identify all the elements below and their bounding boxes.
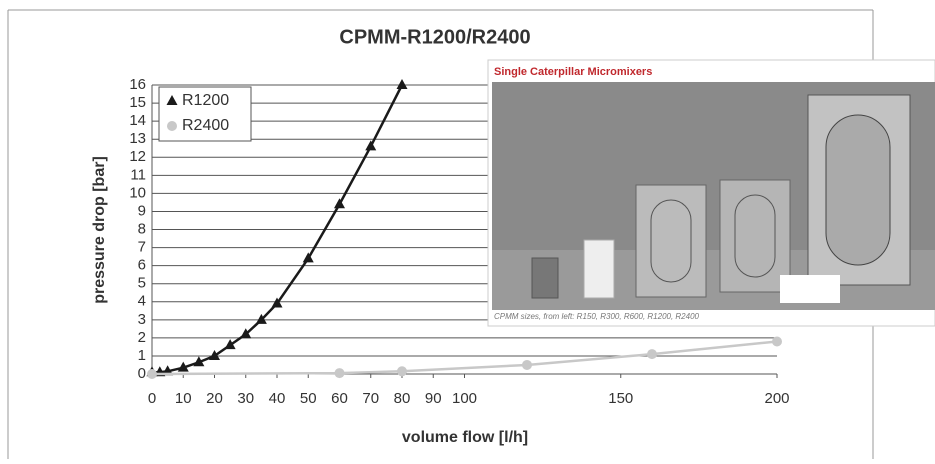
x-tick-label: 70 <box>362 390 379 407</box>
x-tick-label: 80 <box>394 390 411 407</box>
x-tick-label: 20 <box>206 390 223 407</box>
marker <box>396 79 408 89</box>
marker <box>209 349 220 360</box>
inset-photo: Single Caterpillar Micromixers CPMM size… <box>487 59 935 327</box>
legend-label: R2400 <box>182 117 229 134</box>
y-tick-label: 11 <box>130 166 146 183</box>
y-tick-label: 15 <box>129 94 146 111</box>
y-tick-label: 7 <box>138 239 146 256</box>
legend: R1200 R2400 <box>158 86 252 142</box>
y-tick-label: 5 <box>138 275 146 292</box>
x-tick-label: 200 <box>764 390 789 407</box>
marker <box>522 359 532 370</box>
legend-label: R1200 <box>182 92 229 109</box>
marker <box>397 366 407 377</box>
x-tick-label: 30 <box>237 390 254 407</box>
mixer-channel <box>734 194 776 278</box>
x-tick-label: 10 <box>175 390 192 407</box>
marker <box>647 349 657 360</box>
marker <box>271 297 283 308</box>
marker <box>302 252 314 263</box>
y-tick-label: 12 <box>129 148 146 165</box>
mixer-channel <box>650 199 692 283</box>
y-tick-label: 9 <box>138 202 146 219</box>
x-tick-label: 100 <box>452 390 477 407</box>
x-tick-label: 40 <box>269 390 286 407</box>
inset-caption: CPMM sizes, from left: R150, R300, R600,… <box>494 312 700 321</box>
marker <box>334 198 345 209</box>
y-tick-label: 14 <box>129 112 146 129</box>
x-axis-label: volume flow [l/h] <box>402 429 528 446</box>
mixer <box>583 239 615 299</box>
x-tick-label: 50 <box>300 390 317 407</box>
series-line <box>151 340 778 376</box>
inset-title: Single Caterpillar Micromixers <box>494 66 652 78</box>
label-card <box>780 275 840 303</box>
mixer <box>719 179 791 293</box>
mixer <box>531 257 559 299</box>
x-tick-label: 60 <box>331 390 348 407</box>
y-tick-label: 3 <box>138 311 146 328</box>
marker <box>365 140 377 151</box>
legend-box <box>158 86 252 142</box>
marker <box>147 369 157 379</box>
y-tick-label: 0 <box>138 365 146 382</box>
chart-title: CPMM-R1200/R2400 <box>339 26 530 48</box>
marker <box>177 361 189 372</box>
legend-marker <box>166 95 178 105</box>
y-tick-label: 2 <box>138 329 146 346</box>
x-tick-label: 150 <box>608 390 633 407</box>
marker <box>334 368 345 379</box>
x-tick-label: 90 <box>425 390 442 407</box>
marker <box>224 339 236 350</box>
y-tick-label: 13 <box>129 130 146 147</box>
marker <box>193 356 205 367</box>
y-tick-label: 1 <box>138 347 146 364</box>
mixer <box>635 184 707 298</box>
y-tick-label: 4 <box>138 293 146 310</box>
y-tick-label: 10 <box>129 184 146 201</box>
y-tick-label: 8 <box>138 220 146 237</box>
x-tick-label: 0 <box>148 390 156 407</box>
marker <box>255 313 267 324</box>
y-tick-label: 16 <box>129 76 146 93</box>
marker <box>772 336 782 347</box>
marker <box>240 328 252 339</box>
y-axis-label: pressure drop [bar] <box>91 156 108 304</box>
y-tick-label: 6 <box>138 257 146 274</box>
mixer-channel <box>825 114 891 266</box>
legend-marker <box>167 121 177 131</box>
